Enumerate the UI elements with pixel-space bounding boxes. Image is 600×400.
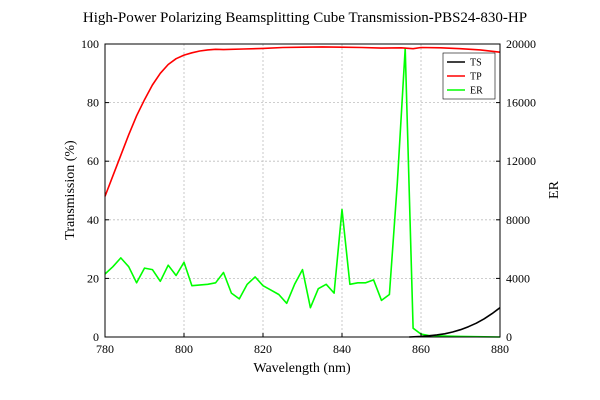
x-tick-label: 780 xyxy=(96,342,114,356)
series-tp-line xyxy=(104,46,501,197)
x-tick-label: 820 xyxy=(254,342,272,356)
gridlines xyxy=(105,44,500,337)
x-axis-title: Wavelength (nm) xyxy=(253,361,351,376)
y-tick-label: 40 xyxy=(87,213,99,227)
series-layer xyxy=(104,46,501,338)
y-tick-label: 100 xyxy=(81,37,99,51)
y2-tick-label: 12000 xyxy=(506,154,536,168)
y-tick-label: 60 xyxy=(87,154,99,168)
y2-axis-title: ER xyxy=(547,180,562,199)
series-ts-line xyxy=(409,307,501,338)
plot-frame xyxy=(104,43,501,338)
y2-tick-label: 4000 xyxy=(506,271,530,285)
y-tick-label: 80 xyxy=(87,96,99,110)
legend-label-tp: TP xyxy=(470,72,482,83)
y-tick-label: 0 xyxy=(93,330,99,344)
legend: TS TP ER xyxy=(442,52,496,100)
series-er-line xyxy=(104,47,501,338)
x-tick-label: 860 xyxy=(412,342,430,356)
chart-title: High-Power Polarizing Beamsplitting Cube… xyxy=(83,10,527,26)
y-tick-label: 20 xyxy=(87,271,99,285)
y2-tick-label: 8000 xyxy=(506,213,530,227)
tick-labels: 780 800 820 840 860 8800204060801000400080001… xyxy=(81,37,536,356)
legend-label-ts: TS xyxy=(470,58,482,69)
x-tick-label: 880 xyxy=(491,342,509,356)
x-tick-label: 840 xyxy=(333,342,351,356)
y2-tick-label: 16000 xyxy=(506,96,536,110)
y2-tick-label: 20000 xyxy=(506,37,536,51)
y-axis-title: Transmission (%) xyxy=(63,140,78,240)
y2-tick-label: 0 xyxy=(506,330,512,344)
axis-ticks xyxy=(104,43,501,338)
x-tick-label: 800 xyxy=(175,342,193,356)
legend-label-er: ER xyxy=(470,86,483,97)
